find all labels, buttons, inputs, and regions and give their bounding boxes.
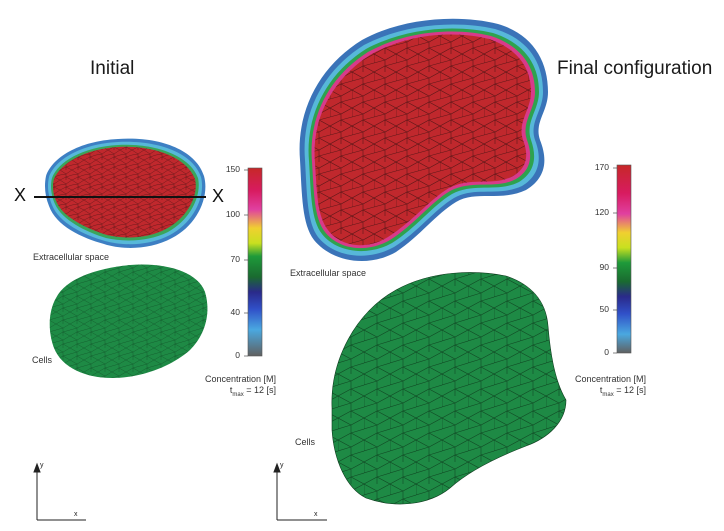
initial-extracellular-label: Extracellular space — [33, 252, 110, 262]
initial-cells-domain — [49, 264, 208, 378]
final-title: Final configuration — [557, 58, 713, 79]
initial-colorbar-tick-150: 150 — [225, 164, 240, 174]
final-colorbar-tick-50: 50 — [599, 304, 609, 314]
final-colorbar-caption: Concentration [M] tmax = 12 [s] — [556, 374, 646, 401]
initial-colorbar-tick-0: 0 — [235, 350, 240, 360]
final-colorbar-tick-120: 120 — [594, 207, 609, 217]
initial-colorbar-tick-40: 40 — [230, 307, 240, 317]
final-extracellular-label: Extracellular space — [290, 268, 367, 278]
section-marker-right: X — [212, 186, 225, 206]
final-colorbar-tick-170: 170 — [594, 162, 609, 172]
final-axes-glyph — [273, 462, 327, 521]
final-colorbar-tick-0: 0 — [604, 347, 609, 357]
initial-extracellular-domain — [45, 138, 206, 248]
final-cells-domain — [331, 272, 567, 505]
initial-axis-y-label: y — [40, 462, 44, 469]
final-cells-label: Cells — [295, 437, 316, 447]
initial-axes-glyph — [33, 462, 86, 521]
final-colorbar — [616, 164, 632, 354]
final-colorbar-tick-90: 90 — [599, 262, 609, 272]
final-axis-x-label: x — [314, 511, 318, 518]
section-marker-left: X — [14, 185, 27, 205]
final-axis-y-label: y — [280, 462, 284, 469]
initial-axis-x-label: x — [74, 511, 78, 518]
initial-colorbar-title: Concentration [M] — [204, 374, 276, 384]
initial-tmax-label: tmax = 12 [s] — [229, 385, 276, 398]
initial-colorbar-caption: Concentration [M] tmax = 12 [s] — [186, 374, 276, 401]
initial-colorbar-tick-100: 100 — [225, 209, 240, 219]
initial-colorbar — [247, 167, 263, 357]
initial-title: Initial — [90, 58, 135, 79]
final-extracellular-domain — [299, 18, 548, 262]
initial-colorbar-tick-70: 70 — [230, 254, 240, 264]
final-tmax-label: tmax = 12 [s] — [599, 385, 646, 398]
initial-cells-label: Cells — [32, 355, 53, 365]
final-colorbar-title: Concentration [M] — [574, 374, 646, 384]
